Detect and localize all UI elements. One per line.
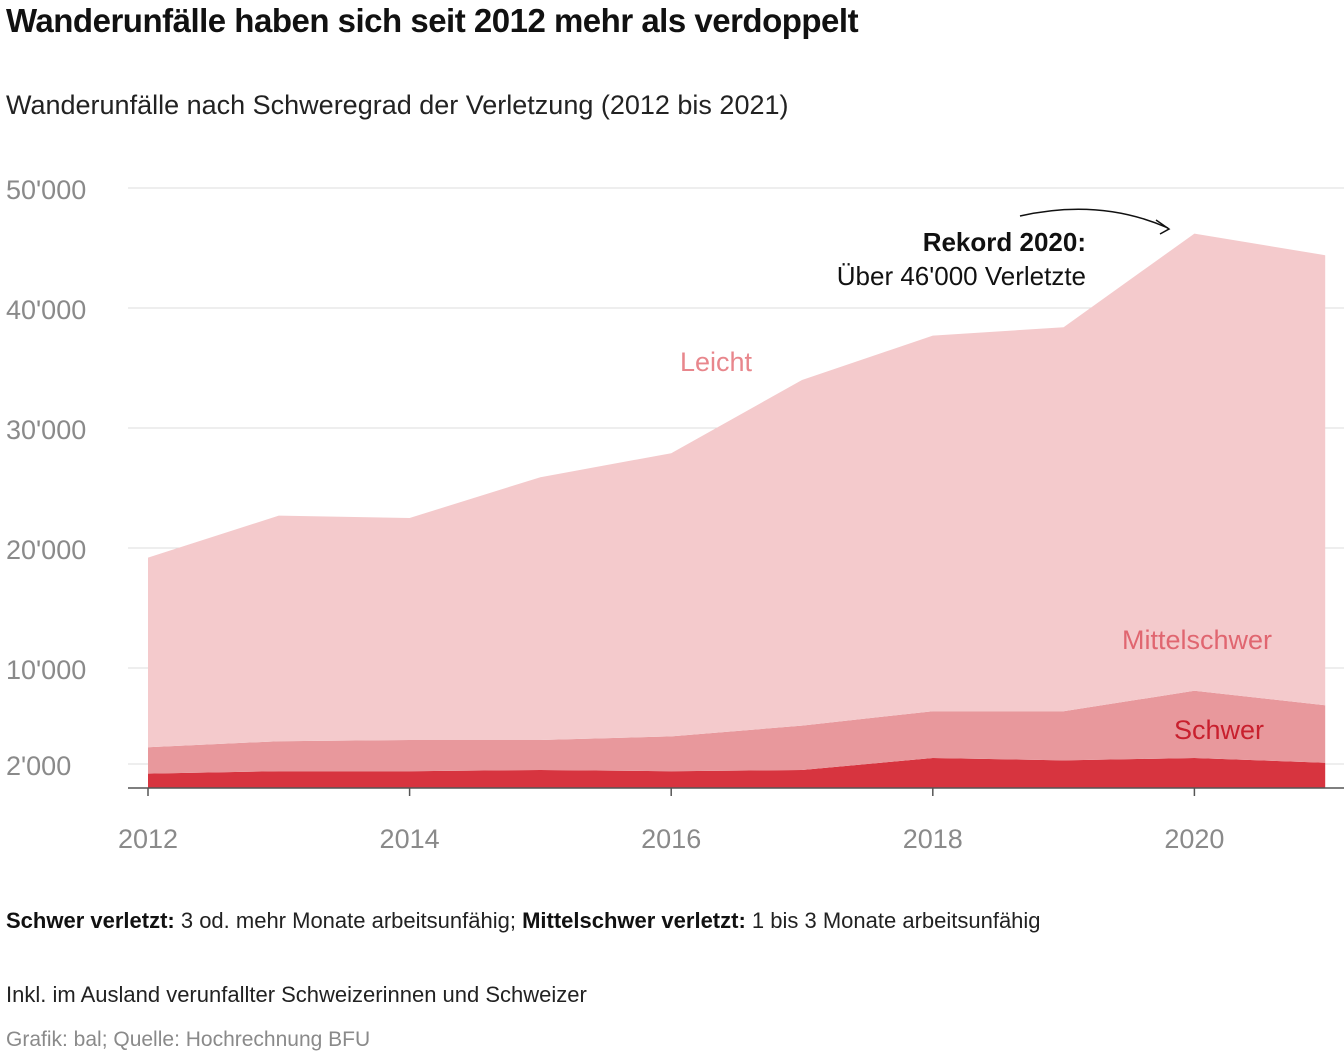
annotation-text: Über 46'000 Verletzte: [837, 261, 1086, 291]
annotation-arrow: [1019, 208, 1169, 229]
chart-title: Wanderunfälle haben sich seit 2012 mehr …: [6, 2, 859, 39]
chart-subtitle: Wanderunfälle nach Schweregrad der Verle…: [6, 90, 789, 120]
series-label-leicht: Leicht: [680, 347, 753, 377]
x-tick-label: 2020: [1164, 824, 1224, 854]
series-label-schwer: Schwer: [1174, 715, 1264, 745]
y-tick-label: 20'000: [6, 535, 86, 565]
annotation-title: Rekord 2020:: [923, 227, 1086, 257]
y-tick-label: 30'000: [6, 415, 86, 445]
series-labels: Leicht Mittelschwer Schwer: [680, 347, 1272, 745]
record-annotation: Rekord 2020: Über 46'000 Verletzte: [837, 208, 1171, 291]
series-label-mittelschwer: Mittelschwer: [1122, 625, 1272, 655]
severity-note: Schwer verletzt: 3 od. mehr Monate arbei…: [6, 908, 1041, 934]
y-tick-label: 2'000: [6, 751, 71, 781]
note-schwer-text: 3 od. mehr Monate arbeitsunfähig;: [174, 908, 523, 933]
y-tick-label: 40'000: [6, 295, 86, 325]
y-tick-label: 10'000: [6, 655, 86, 685]
note-mittel-label: Mittelschwer verletzt:: [522, 908, 746, 933]
area-mittelschwer: [148, 690, 1326, 774]
x-axis: [128, 787, 1344, 796]
x-axis-labels: 2012 2014 2016 2018 2020: [118, 824, 1224, 854]
x-tick-label: 2014: [380, 824, 440, 854]
y-axis-labels: 2'000 10'000 20'000 30'000 40'000 50'000: [6, 175, 86, 781]
note-schwer-label: Schwer verletzt:: [6, 908, 175, 933]
note-mittel-text: 1 bis 3 Monate arbeitsunfähig: [745, 908, 1041, 933]
abroad-note: Inkl. im Ausland verunfallter Schweizeri…: [6, 982, 587, 1007]
x-tick-label: 2012: [118, 824, 178, 854]
stacked-area-chart: 2'000 10'000 20'000 30'000 40'000 50'000 2012…: [6, 175, 1344, 854]
area-leicht: [148, 233, 1326, 748]
area-series: [148, 233, 1326, 788]
x-tick-label: 2018: [903, 824, 963, 854]
source-note: Grafik: bal; Quelle: Hochrechnung BFU: [6, 1028, 371, 1051]
area-schwer: [148, 758, 1326, 788]
x-tick-label: 2016: [641, 824, 701, 854]
annotation-arrowhead: [1155, 219, 1171, 235]
y-tick-label: 50'000: [6, 175, 86, 205]
